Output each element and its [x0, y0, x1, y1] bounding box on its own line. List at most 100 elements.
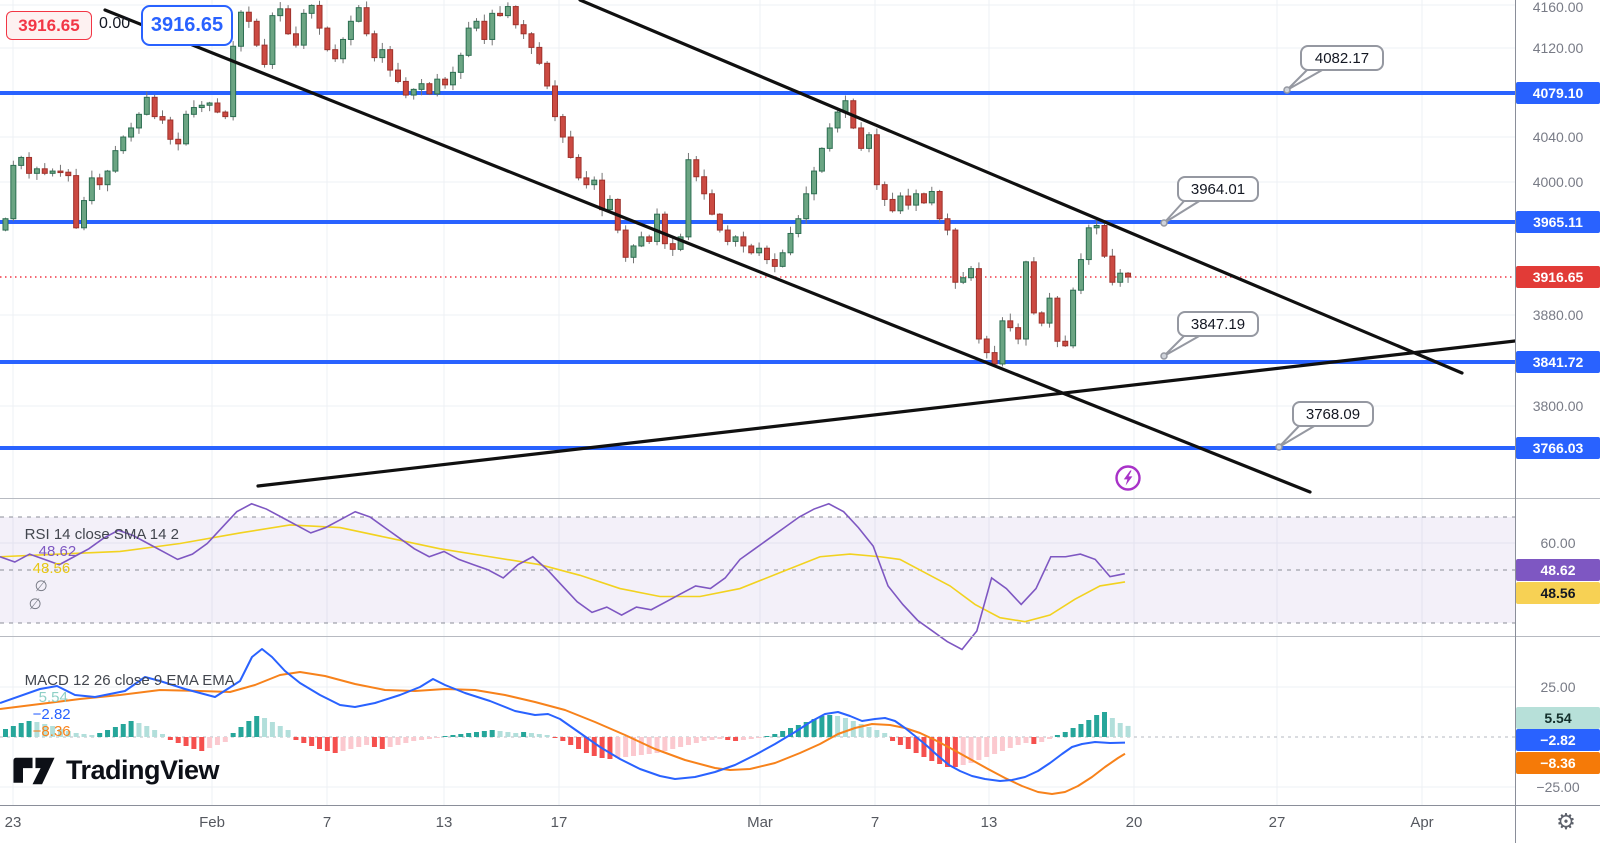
price-axis-label: 25.00: [1540, 679, 1576, 695]
time-axis-separator: [0, 805, 1600, 806]
candle: [418, 83, 425, 90]
rsi-sma-line: [0, 524, 1126, 623]
candle: [222, 111, 229, 118]
macd-histogram-bar: [371, 737, 377, 747]
horizontal-price-line[interactable]: [0, 220, 1515, 224]
horizontal-price-lines[interactable]: [0, 91, 1515, 450]
candle: [49, 170, 56, 174]
macd-histogram-bar: [827, 715, 833, 737]
macd-histogram-bar: [1070, 728, 1076, 737]
macd-histogram-bar: [803, 722, 809, 737]
macd-histogram-bar: [262, 718, 268, 737]
macd-indicator-title[interactable]: MACD 12 26 close 9 EMA EMA 5.54 −2.82 −8…: [8, 655, 235, 757]
candle: [497, 12, 504, 17]
candle: [677, 236, 684, 250]
price-axis-label: 5.54: [1516, 707, 1600, 729]
macd-signal-line: [0, 671, 1126, 795]
time-axis-label: 23: [4, 814, 22, 831]
candle: [591, 179, 598, 186]
chart-canvas[interactable]: [0, 0, 1515, 805]
grid-lines: [0, 0, 1515, 805]
macd-histogram-bar: [999, 737, 1005, 751]
macd-histogram-bar: [332, 737, 338, 753]
macd-histogram-bar: [1109, 718, 1115, 737]
macd-histogram-bar: [921, 737, 927, 757]
trendlines[interactable]: [103, 0, 1515, 494]
candle: [65, 171, 72, 177]
candle: [818, 147, 825, 172]
time-axis-label: Mar: [747, 814, 773, 831]
settings-gear-icon[interactable]: ⚙: [1556, 809, 1576, 834]
macd-signal-value: −8.36: [32, 723, 71, 740]
macd-histogram-bar: [1086, 720, 1092, 737]
candle: [1070, 289, 1077, 347]
candle: [866, 134, 872, 149]
candle: [724, 229, 731, 242]
candle: [779, 252, 786, 267]
macd-histogram-bar: [505, 732, 511, 737]
candle: [763, 247, 770, 261]
candle: [96, 177, 103, 186]
candle: [285, 8, 292, 35]
macd-histogram-bar: [764, 736, 770, 737]
macd-histogram-bar: [536, 734, 542, 737]
last-price-label-red[interactable]: 3916.65: [6, 11, 92, 40]
panel-divider-macd[interactable]: [0, 636, 1600, 637]
time-axis-label: 27: [1268, 814, 1286, 831]
macd-histogram-bar: [18, 723, 24, 737]
horizontal-price-line[interactable]: [0, 91, 1515, 95]
price-axis[interactable]: 4160.00 4120.00 4079.10 4040.00 4000.00 3965.…: [1516, 0, 1600, 805]
callout-anchor-dot: [1160, 352, 1168, 360]
candle: [944, 218, 951, 231]
candle: [277, 8, 284, 17]
time-axis-label: 7: [322, 814, 332, 831]
trendline-channel-upper[interactable]: [578, 0, 1464, 375]
macd-histogram-bar: [301, 737, 307, 743]
time-axis-label: Apr: [1410, 814, 1434, 831]
tradingview-logo[interactable]: TradingView: [12, 755, 220, 786]
macd-histogram-bar: [638, 737, 644, 755]
macd-histogram-bar: [50, 726, 56, 737]
rsi-sma-value: 48.56: [32, 560, 71, 577]
macd-histogram-bar: [1102, 712, 1107, 737]
price-callout[interactable]: 3847.19: [1177, 311, 1259, 337]
candle: [536, 46, 543, 64]
candle: [402, 80, 409, 96]
horizontal-price-line[interactable]: [0, 360, 1515, 364]
price-axis-label: 3766.03: [1516, 437, 1600, 459]
candle: [18, 156, 25, 166]
price-callout[interactable]: 3768.09: [1292, 401, 1374, 427]
macd-histogram-bar: [474, 732, 479, 737]
macd-histogram-bar: [576, 737, 582, 749]
candle: [1101, 225, 1108, 257]
candle: [512, 6, 519, 26]
horizontal-price-line[interactable]: [0, 446, 1515, 450]
price-callout[interactable]: 3964.01: [1177, 176, 1259, 202]
macd-histogram-bar: [740, 737, 746, 740]
candle: [167, 119, 174, 140]
macd-histogram-bar: [544, 735, 550, 737]
macd-line-value: −2.82: [32, 706, 71, 723]
candle: [1046, 297, 1053, 324]
trendline-channel-lower[interactable]: [103, 8, 1312, 494]
price-axis-label: 4079.10: [1516, 82, 1600, 104]
rsi-indicator-title[interactable]: RSI 14 close SMA 14 2 48.62 48.56 ∅ ∅: [8, 509, 179, 630]
macd-histogram-bar: [356, 737, 362, 747]
panel-divider-rsi[interactable]: [0, 498, 1600, 499]
time-axis-label: 13: [435, 814, 453, 831]
macd-histogram-bar: [167, 737, 173, 740]
macd-histogram-bar: [128, 721, 134, 737]
candle: [630, 245, 637, 258]
candle: [771, 259, 778, 267]
macd-histogram-bar: [489, 730, 495, 737]
trendline-ascending-support[interactable]: [256, 339, 1515, 488]
time-axis[interactable]: 23 Feb 7 13 17 Mar 7 13 20 27 Apr: [0, 806, 1600, 843]
price-callout[interactable]: 4082.17: [1300, 45, 1384, 71]
lightning-icon[interactable]: [1114, 464, 1142, 492]
last-price-label-blue[interactable]: 3916.65: [141, 5, 233, 46]
price-axis-separator: [1515, 0, 1516, 843]
macd-histogram-bar: [112, 727, 118, 737]
macd-histogram-bar: [426, 737, 432, 739]
price-axis-label: 48.56: [1516, 582, 1600, 604]
candle: [787, 232, 794, 254]
